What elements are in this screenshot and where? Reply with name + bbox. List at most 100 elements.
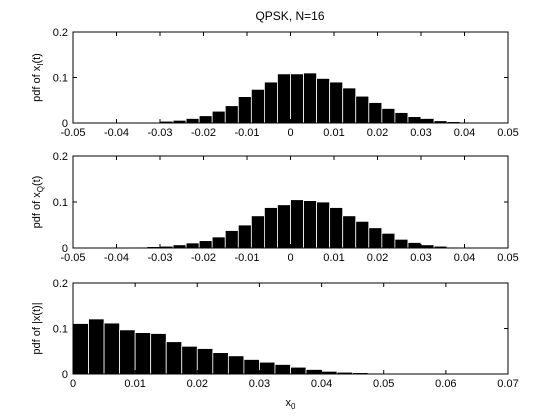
histogram-bar xyxy=(250,88,265,124)
y-tick-label: 0.2 xyxy=(53,151,68,163)
x-tick-label: 0.04 xyxy=(311,378,332,390)
histogram-bar xyxy=(134,332,152,375)
x-tick-label: 0.03 xyxy=(249,378,270,390)
x-tick-label: -0.02 xyxy=(191,127,216,139)
x-tick-label: -0.02 xyxy=(191,252,216,264)
x-tick-label: -0.03 xyxy=(147,127,172,139)
x-axis-label-subscript: 0 xyxy=(291,402,296,411)
x-tick-label: -0.05 xyxy=(60,127,85,139)
x-tick-label: 0.06 xyxy=(435,378,456,390)
histogram-bar xyxy=(259,361,276,375)
x-tick-label: 0.01 xyxy=(323,127,344,139)
histogram-bar xyxy=(290,366,307,375)
histogram-bar xyxy=(303,200,317,249)
histogram-bar xyxy=(198,240,213,249)
x-tick-label: -0.01 xyxy=(234,127,259,139)
x-tick-label: 0.01 xyxy=(323,252,344,264)
x-tick-label: -0.04 xyxy=(104,127,129,139)
histogram-bar xyxy=(185,118,200,124)
histogram-bar xyxy=(420,118,435,124)
x-tick-label: 0.05 xyxy=(373,378,394,390)
y-axis-label-subscript: Q xyxy=(36,186,45,192)
histogram-bar xyxy=(329,81,344,124)
x-tick-label: 0 xyxy=(70,378,76,390)
x-tick-label: 0.01 xyxy=(124,378,145,390)
histogram-bar xyxy=(368,102,383,124)
x-axis-label: x0 xyxy=(286,397,297,411)
figure-title: QPSK, N=16 xyxy=(255,9,324,23)
x-tick-label: -0.04 xyxy=(104,252,129,264)
y-tick-label: 0 xyxy=(62,118,68,130)
y-axis-label-main: pdf of x xyxy=(31,65,43,102)
x-tick-label: 0.05 xyxy=(497,252,518,264)
histogram-bar xyxy=(185,242,200,249)
histogram-bar xyxy=(368,227,383,249)
y-tick-label: 0 xyxy=(62,243,68,255)
histogram-bar xyxy=(355,220,370,249)
histogram-bar xyxy=(342,215,357,249)
histogram-bar xyxy=(277,204,291,249)
histogram-bar xyxy=(224,230,239,249)
x-tick-label: -0.01 xyxy=(234,252,259,264)
y-axis-label: pdf of xQ(t) xyxy=(31,176,45,229)
histogram-bar xyxy=(250,215,265,249)
x-tick-label: 0 xyxy=(287,127,293,139)
histogram-bar xyxy=(243,359,260,375)
x-axis-label-main: x xyxy=(286,397,292,409)
histogram-bar xyxy=(165,341,183,375)
histogram-bar xyxy=(119,329,136,375)
y-tick-label: 0.2 xyxy=(53,278,68,290)
x-tick-label: 0.03 xyxy=(410,127,431,139)
histogram-bar xyxy=(88,318,105,375)
histogram-bar xyxy=(290,73,304,124)
y-axis-label-main: pdf of x xyxy=(31,192,43,229)
histogram-bar xyxy=(211,236,226,249)
x-tick-label: 0.02 xyxy=(367,127,388,139)
histogram-bar xyxy=(316,78,331,124)
histogram-bar xyxy=(305,369,322,375)
x-tick-label: 0.02 xyxy=(367,252,388,264)
histogram-bar xyxy=(342,87,357,124)
histogram-bar xyxy=(224,105,239,124)
histogram-bar xyxy=(274,364,291,375)
histogram-bar xyxy=(181,345,198,375)
histogram-bar xyxy=(72,323,89,375)
histogram-bar xyxy=(355,95,370,124)
histogram-bar xyxy=(196,348,214,375)
y-axis-label-subscript: I xyxy=(36,64,45,66)
histogram-bar xyxy=(103,322,121,375)
histogram-bar xyxy=(237,96,252,124)
histogram-bar xyxy=(212,352,229,375)
y-tick-label: 0 xyxy=(62,369,68,381)
x-tick-label: 0.03 xyxy=(410,252,431,264)
y-axis-label-tail: (t) xyxy=(31,53,43,63)
histogram-bar xyxy=(394,112,409,124)
histogram-bar xyxy=(263,81,278,124)
y-axis-label: pdf of |x(t)| xyxy=(31,302,43,354)
histogram-bar xyxy=(277,73,291,124)
histogram-bar xyxy=(381,108,396,124)
x-tick-label: -0.03 xyxy=(147,252,172,264)
y-axis-label-main: pdf of |x(t)| xyxy=(31,302,43,354)
histogram-bar xyxy=(316,201,331,249)
histogram-bar xyxy=(227,355,245,375)
y-tick-label: 0.1 xyxy=(53,197,68,209)
x-tick-label: 0.05 xyxy=(497,127,518,139)
x-tick-label: -0.05 xyxy=(60,252,85,264)
histogram-bar xyxy=(329,207,344,249)
subplot-1: -0.05 -0.04 -0.03 -0.02 -0.01 0 0.01 0.02 0.03 0.… xyxy=(31,27,519,139)
histogram-bar xyxy=(394,238,409,249)
y-tick-label: 0.1 xyxy=(53,324,68,336)
x-tick-label: 0.04 xyxy=(454,252,475,264)
y-tick-label: 0.1 xyxy=(53,73,68,85)
histogram-bar xyxy=(150,333,167,375)
subplots: -0.05 -0.04 -0.03 -0.02 -0.01 0 0.01 0.02 0.03 0.… xyxy=(31,27,519,411)
histogram-bar xyxy=(290,199,304,249)
y-axis-label: pdf of xI(t) xyxy=(31,53,45,102)
histogram-bar xyxy=(407,116,422,124)
histogram-bar xyxy=(303,72,317,124)
histogram-bar xyxy=(198,115,213,124)
histogram-bar xyxy=(381,232,396,249)
y-axis-label-tail: (t) xyxy=(31,176,43,186)
